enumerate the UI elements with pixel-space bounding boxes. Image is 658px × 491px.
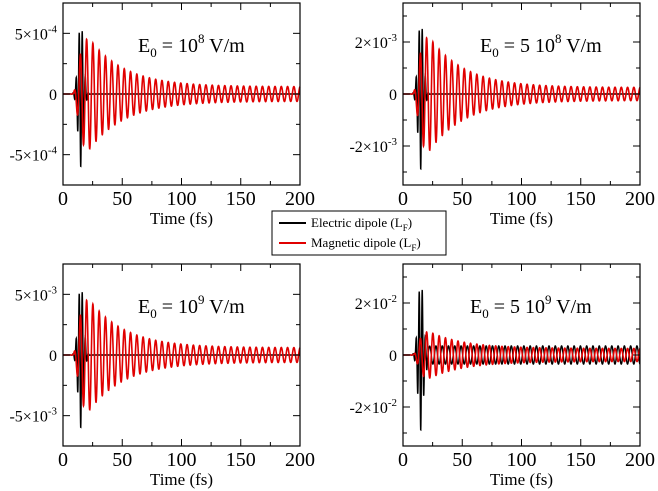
y-tick-label: -5×10-4 xyxy=(9,145,57,165)
chart-panel: 0 50 100 150 200 5×10-3 0 -5×10-3 Time (fs) E0 = … xyxy=(9,263,315,489)
y-tick-label: -2×10-2 xyxy=(349,397,397,417)
chart-panel: 0 50 100 150 200 2×10-2 0 -2×10-2 Time (fs) E0 = … xyxy=(349,263,655,489)
x-tick-label: 50 xyxy=(452,449,472,471)
y-tick-label: -2×10-3 xyxy=(349,136,397,156)
field-strength-annotation: E0 = 108 V/m xyxy=(138,31,245,60)
x-tick-label: 50 xyxy=(452,188,472,210)
y-tick-label: 2×10-3 xyxy=(355,32,398,52)
x-tick-label: 50 xyxy=(112,188,132,210)
y-tick-label: 0 xyxy=(49,87,57,104)
x-tick-label: 200 xyxy=(285,449,315,471)
panels: 0 50 100 150 200 5×10-4 0 -5×10-4 Time (fs) E0 = … xyxy=(9,2,655,489)
x-tick-label: 100 xyxy=(167,188,197,210)
x-tick-label: 50 xyxy=(112,449,132,471)
x-tick-label: 200 xyxy=(625,449,655,471)
legend-label-electric: Electric dipole (LF) xyxy=(311,215,412,233)
x-tick-label: 0 xyxy=(58,449,68,471)
legend-box xyxy=(271,210,447,256)
x-axis-label: Time (fs) xyxy=(490,209,553,228)
x-axis-label: Time (fs) xyxy=(150,209,213,228)
y-tick-label: 5×10-3 xyxy=(15,284,58,304)
field-strength-annotation: E0 = 109 V/m xyxy=(138,292,245,321)
x-tick-label: 0 xyxy=(398,188,408,210)
field-strength-annotation: E0 = 5 109 V/m xyxy=(470,292,592,321)
series-magnetic-dipole xyxy=(63,298,301,411)
x-tick-label: 100 xyxy=(507,188,537,210)
y-tick-label: 0 xyxy=(49,348,57,365)
x-tick-label: 150 xyxy=(566,188,596,210)
x-tick-label: 150 xyxy=(226,449,256,471)
y-tick-label: 2×10-2 xyxy=(355,293,397,313)
field-strength-annotation: E0 = 5 108 V/m xyxy=(480,31,602,60)
legend: Electric dipole (LF) Magnetic dipole (LF… xyxy=(271,210,447,256)
y-tick-label: 0 xyxy=(389,348,397,365)
y-tick-label: 0 xyxy=(389,87,397,104)
x-axis-label: Time (fs) xyxy=(150,470,213,489)
series-electric-dipole xyxy=(403,289,641,432)
chart-panel: 0 50 100 150 200 2×10-3 0 -2×10-3 Time (fs) E0 = … xyxy=(349,2,655,228)
x-tick-label: 200 xyxy=(285,188,315,210)
y-tick-label: 5×10-4 xyxy=(15,23,58,43)
x-axis-label: Time (fs) xyxy=(490,470,553,489)
x-tick-label: 100 xyxy=(507,449,537,471)
series-magnetic-dipole xyxy=(63,37,301,150)
x-tick-label: 100 xyxy=(167,449,197,471)
series-magnetic-dipole xyxy=(403,331,641,379)
x-tick-label: 150 xyxy=(566,449,596,471)
legend-label-magnetic: Magnetic dipole (LF) xyxy=(311,235,421,253)
x-tick-label: 0 xyxy=(398,449,408,471)
chart-panel: 0 50 100 150 200 5×10-4 0 -5×10-4 Time (fs) E0 = … xyxy=(9,2,315,228)
x-tick-label: 200 xyxy=(625,188,655,210)
x-tick-label: 0 xyxy=(58,188,68,210)
x-tick-label: 150 xyxy=(226,188,256,210)
y-tick-label: -5×10-3 xyxy=(9,406,57,426)
series-magnetic-dipole xyxy=(403,36,641,152)
